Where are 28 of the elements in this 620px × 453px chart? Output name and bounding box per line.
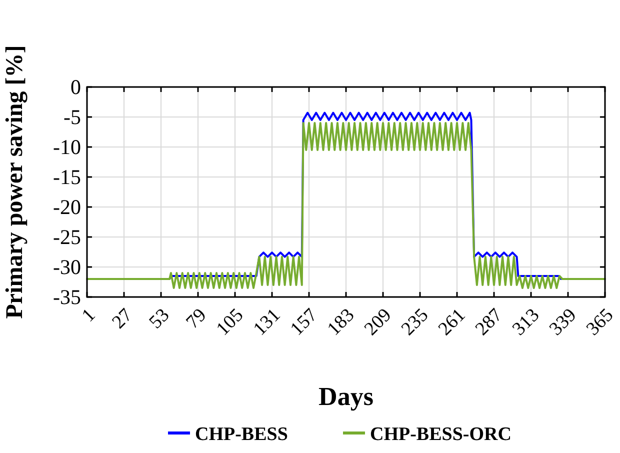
y-tick-label: 0 bbox=[70, 75, 81, 99]
x-tick-label: 235 bbox=[398, 304, 433, 340]
y-tick-label: -5 bbox=[64, 105, 81, 129]
x-tick-label: 53 bbox=[145, 304, 174, 334]
x-tick-label: 1 bbox=[78, 304, 100, 326]
x-tick-label: 105 bbox=[212, 304, 248, 340]
x-tick-label: 287 bbox=[472, 304, 507, 340]
x-tick-label: 131 bbox=[250, 304, 285, 340]
x-tick-label: 27 bbox=[108, 304, 137, 334]
y-tick-label: -20 bbox=[53, 195, 81, 219]
y-tick-label: -30 bbox=[53, 255, 81, 279]
x-tick-label: 183 bbox=[324, 304, 359, 340]
x-tick-label: 157 bbox=[286, 304, 322, 340]
y-axis-title: Primary power saving [%] bbox=[2, 45, 28, 319]
x-tick-label: 313 bbox=[508, 304, 544, 340]
x-tick-label: 365 bbox=[582, 304, 618, 340]
legend-label: CHP-BESS bbox=[195, 424, 288, 445]
legend-label: CHP-BESS-ORC bbox=[370, 424, 512, 445]
x-tick-label: 339 bbox=[546, 304, 581, 340]
x-tick-label: 209 bbox=[360, 304, 396, 340]
x-tick-label: 79 bbox=[182, 304, 211, 334]
y-tick-label: -10 bbox=[53, 135, 81, 159]
line-series bbox=[86, 122, 606, 289]
x-axis-title: Days bbox=[318, 382, 374, 411]
y-tick-label: -25 bbox=[53, 225, 81, 249]
y-tick-label: -15 bbox=[53, 165, 81, 189]
x-tick-label: 261 bbox=[434, 304, 470, 340]
y-tick-label: -35 bbox=[53, 285, 81, 309]
